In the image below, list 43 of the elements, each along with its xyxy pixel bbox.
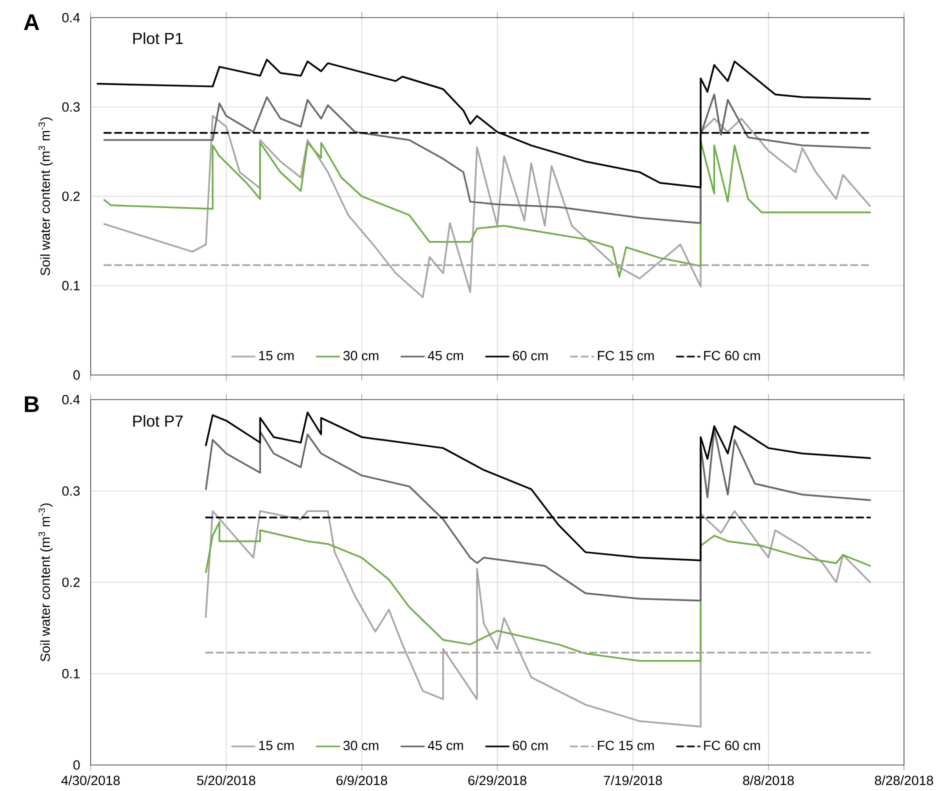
line-series [205,521,871,662]
line-series [205,428,871,602]
line-series [103,94,871,224]
legend-label: FC 15 cm [598,350,654,360]
line-series [96,58,871,188]
legend-label: 60 cm [512,350,548,360]
x-tick-label: 5/20/2018 [197,775,256,786]
legend-label: FC 60 cm [704,350,760,360]
y-tick-label: 0.1 [62,668,80,678]
y-axis-title: Soil water content (m$^{3}$ m$^{-3}$) [38,503,53,662]
line-series [103,140,871,278]
y-tick-label: 0.2 [62,578,80,588]
x-tick-label: 6/29/2018 [468,775,526,786]
legend-label: 45 cm [428,350,463,360]
legend-label: 15 cm [259,350,294,360]
text: Plot P1 [133,32,183,44]
x-tick-label: 6/9/2018 [336,775,388,786]
x-tick-label: 4/30/2018 [61,775,120,786]
x-tick-label: 8/8/2018 [743,775,794,786]
legend-label: 45 cm [428,740,463,750]
y-tick-label: 0.4 [62,394,80,404]
legend-label: 30 cm [343,350,378,360]
y-tick-label: 0 [73,760,80,770]
text: A [24,14,40,30]
x-tick-label: 7/19/2018 [604,775,662,786]
x-tick-label: 8/28/2018 [874,775,934,786]
y-tick-label: 0.3 [62,486,80,496]
y-tick-label: 0.3 [62,102,80,112]
text: B [24,396,39,412]
y-tick-label: 0.1 [62,280,80,290]
legend-label: FC 60 cm [704,740,760,750]
line-series [205,510,871,728]
line-series [103,115,871,298]
legend-label: 15 cm [259,740,294,750]
y-axis-title: Soil water content (m$^{3}$ m$^{-3}$) [38,117,53,276]
legend-label: 60 cm [512,740,548,750]
legend-label: FC 15 cm [598,740,654,750]
legend-label: 30 cm [343,740,378,750]
text: Plot P7 [133,415,183,427]
y-tick-label: 0 [73,370,80,380]
y-tick-label: 0.2 [62,192,80,202]
line-series [205,412,871,562]
y-tick-label: 0.4 [62,12,80,22]
